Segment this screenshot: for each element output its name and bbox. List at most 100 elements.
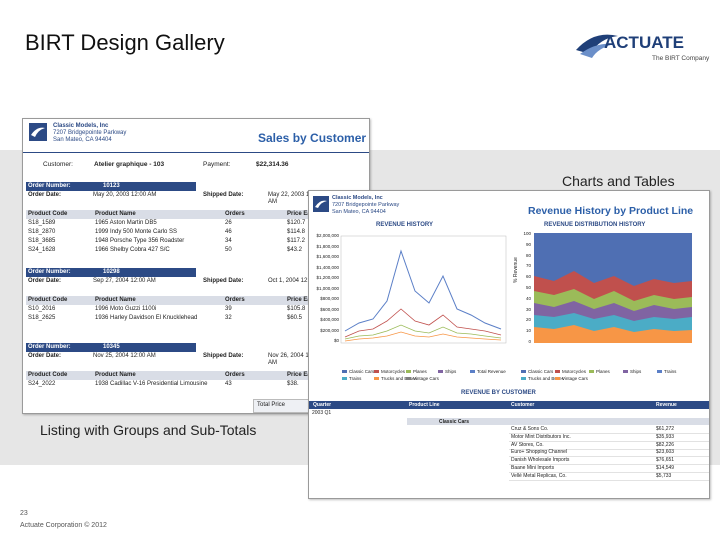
cell: 1999 Indy 500 Monte Carlo SS bbox=[95, 229, 178, 235]
label: Customer: bbox=[43, 161, 73, 168]
cell: 1938 Cadillac V-16 Presidential Limousin… bbox=[95, 381, 208, 387]
chart-title: REVENUE DISTRIBUTION HISTORY bbox=[544, 222, 646, 228]
charts-report: Classic Models, Inc 7207 Bridgepointe Par… bbox=[308, 190, 710, 499]
company-line: Classic Models, Inc bbox=[332, 195, 383, 201]
cell: 43 bbox=[225, 381, 232, 387]
legend-swatch bbox=[438, 370, 443, 373]
value: Sep 27, 2004 12:00 AM bbox=[93, 278, 156, 284]
column-label: Product Code bbox=[28, 211, 68, 217]
label: Shipped Date: bbox=[203, 353, 244, 359]
y-tick-label: $1,800,000 bbox=[316, 243, 339, 249]
line-plot-area bbox=[340, 235, 507, 344]
label: Order Number: bbox=[28, 344, 71, 350]
y-tick-label: 20 bbox=[525, 317, 531, 323]
row-rule bbox=[509, 448, 709, 450]
cell: S24_1628 bbox=[28, 247, 56, 253]
total-line bbox=[344, 249, 502, 332]
cell: S24_2022 bbox=[28, 381, 56, 387]
company-line: 7207 Bridgepointe Parkway bbox=[53, 130, 127, 136]
legend-label: Classic Cars bbox=[349, 369, 375, 374]
row-rule bbox=[509, 479, 709, 481]
cell: $35,933 bbox=[656, 433, 675, 440]
legend-label: Trains bbox=[664, 369, 677, 374]
area-layer bbox=[534, 325, 692, 343]
group-label: Classic Cars bbox=[439, 419, 470, 425]
report-title: Sales by Customer bbox=[258, 131, 367, 145]
company-line: 7207 Bridgepointe Parkway bbox=[332, 202, 400, 208]
column-label: Product Line bbox=[409, 402, 440, 408]
y-tick-label: $800,000 bbox=[320, 296, 339, 301]
cell: S10_2016 bbox=[28, 306, 56, 312]
row-rule bbox=[509, 472, 709, 473]
legend-swatch bbox=[521, 370, 526, 373]
cell: Baane Mini Imports bbox=[511, 465, 555, 471]
y-tick-label: $1,600,000 bbox=[316, 254, 339, 259]
column-label: Orders bbox=[225, 211, 245, 217]
column-label: Price Each bbox=[287, 211, 318, 217]
value: 10345 bbox=[103, 344, 120, 350]
label: Order Date: bbox=[28, 192, 62, 198]
y-tick-label: 30 bbox=[525, 306, 531, 312]
legend-swatch bbox=[657, 370, 662, 373]
cell: $114.8 bbox=[287, 229, 305, 235]
y-tick-label: 100 bbox=[523, 231, 531, 236]
cell: $23,603 bbox=[656, 449, 675, 456]
y-tick-label: 70 bbox=[525, 263, 531, 269]
y-tick-label: $400,000 bbox=[320, 317, 339, 322]
cell: 1965 Aston Martin DB5 bbox=[95, 220, 157, 226]
cell: 1948 Porsche Type 356 Roadster bbox=[95, 238, 185, 244]
cell: $5,733 bbox=[656, 472, 672, 479]
label: Order Number: bbox=[28, 269, 71, 275]
logo-tagline: The BIRT Company bbox=[652, 55, 710, 62]
legend-label: Planes bbox=[413, 369, 427, 374]
legend-label: Motorcycles bbox=[562, 369, 587, 374]
cell: Cruz & Sons Co. bbox=[511, 426, 549, 432]
legend-swatch bbox=[623, 370, 628, 373]
series-line bbox=[344, 308, 502, 338]
cell: $60.5 bbox=[287, 315, 303, 321]
y-tick-label: 10 bbox=[525, 328, 531, 334]
caption: Listing with Groups and Sub-Totals bbox=[40, 422, 257, 438]
table-header bbox=[309, 401, 709, 409]
value: May 20, 2003 12:00 AM bbox=[93, 192, 157, 198]
legend-swatch bbox=[555, 370, 560, 373]
column-label: Revenue bbox=[656, 402, 677, 408]
cell: S18_3685 bbox=[28, 238, 56, 244]
legend-swatch bbox=[555, 377, 560, 380]
row-rule bbox=[509, 440, 709, 442]
cell: 26 bbox=[225, 220, 232, 226]
y-tick-label: 60 bbox=[525, 274, 531, 280]
label: Shipped Date: bbox=[203, 192, 244, 198]
y-tick-label: 40 bbox=[525, 295, 531, 301]
y-tick-label: 80 bbox=[525, 252, 531, 258]
cell: 50 bbox=[225, 247, 232, 253]
legend-label: Trucks and Buses bbox=[528, 376, 564, 381]
report-logo bbox=[29, 123, 47, 141]
company-line: San Mateo, CA 94404 bbox=[53, 137, 112, 143]
legend-label: Vintage Cars bbox=[562, 376, 588, 381]
chart-title: REVENUE HISTORY bbox=[376, 222, 434, 228]
value: Oct 1, 2004 12:00 AM bbox=[268, 278, 327, 284]
column-label: Orders bbox=[225, 297, 245, 303]
cell: 32 bbox=[225, 315, 232, 321]
legend-label: Planes bbox=[596, 369, 610, 374]
report-title: Revenue History by Product Line bbox=[528, 205, 694, 217]
cell: $38. bbox=[287, 381, 299, 387]
logo-swoosh bbox=[580, 43, 614, 58]
label: Shipped Date: bbox=[203, 278, 244, 284]
legend-swatch bbox=[521, 377, 526, 380]
legend-label: Classic Cars bbox=[528, 369, 554, 374]
series-line bbox=[344, 331, 502, 342]
logo-name: ACTUATE bbox=[604, 33, 684, 52]
slide-title: BIRT Design Gallery bbox=[25, 30, 225, 55]
column-label: Product Code bbox=[28, 372, 68, 378]
column-label: Product Name bbox=[95, 211, 136, 217]
cell: 1966 Shelby Cobra 427 S/C bbox=[95, 247, 170, 253]
value: Atelier graphique - 103 bbox=[94, 161, 165, 168]
row-rule bbox=[509, 464, 709, 466]
caption: Charts and Tables bbox=[562, 173, 675, 189]
cell: S18_2625 bbox=[28, 315, 56, 321]
legend-label: Total Revenue bbox=[477, 369, 506, 374]
cell: 2003 Q1 bbox=[312, 410, 332, 416]
cell: 46 bbox=[225, 229, 232, 235]
